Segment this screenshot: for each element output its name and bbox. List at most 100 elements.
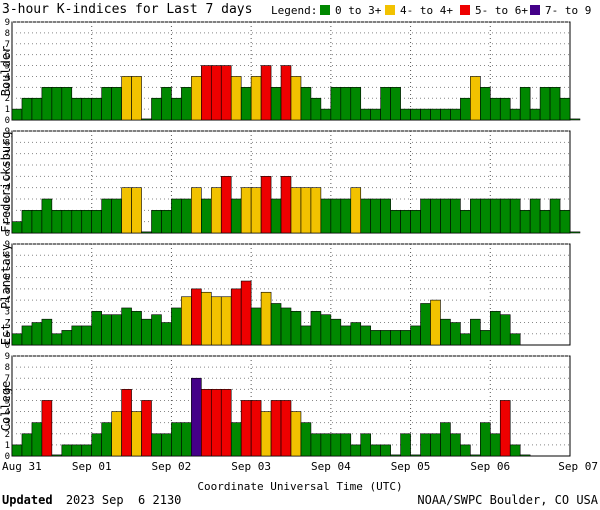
kp-bar	[410, 210, 421, 234]
kp-bar	[270, 400, 282, 457]
x-tick-label: Sep 01	[72, 460, 112, 473]
kp-bar	[529, 198, 541, 234]
kp-bar	[420, 433, 431, 457]
kp-bar	[499, 400, 511, 457]
kp-bar	[250, 76, 262, 121]
kp-bar	[310, 433, 322, 457]
legend-entry-active: 4- to 4+	[400, 4, 453, 17]
kp-bar	[41, 198, 53, 234]
kp-bar	[460, 333, 471, 346]
kp-bar	[440, 422, 451, 457]
kp-bar	[21, 97, 33, 121]
kp-bar	[460, 444, 471, 457]
legend-swatch-storm	[460, 5, 470, 15]
kp-bar	[529, 108, 541, 121]
legend-swatch-severe	[530, 5, 540, 15]
kp-bar	[280, 65, 292, 121]
kp-bar	[191, 187, 202, 234]
kp-bar	[489, 311, 501, 346]
kp-bar	[121, 187, 132, 234]
kp-bar	[280, 307, 292, 346]
kp-bar	[390, 87, 401, 121]
kp-bar	[61, 210, 73, 234]
y-tick-label: 9	[5, 240, 10, 250]
panel-label: College	[0, 381, 13, 432]
y-tick-label: 0	[5, 341, 10, 351]
kp-bar	[230, 422, 242, 457]
kp-bar	[390, 454, 401, 457]
kp-bar	[31, 97, 43, 121]
kp-bar	[51, 333, 63, 346]
kp-bar	[131, 311, 142, 346]
kp-bar	[470, 454, 481, 457]
panel-label: Fredericksburg	[0, 131, 13, 232]
kp-bar	[290, 311, 302, 346]
kp-bar	[11, 444, 23, 457]
kp-bar	[549, 87, 561, 121]
kp-bar	[131, 76, 142, 121]
kp-bar	[21, 433, 33, 457]
kp-bar	[41, 318, 53, 346]
y-tick-label: 6	[5, 385, 10, 395]
kp-bar	[21, 210, 33, 234]
kp-bar	[161, 433, 172, 457]
kp-bar	[360, 198, 372, 234]
y-tick-label: 7	[5, 150, 10, 160]
x-tick-label: Sep 02	[152, 460, 192, 473]
y-tick-label: 1	[5, 218, 10, 228]
kp-bar	[370, 198, 381, 234]
kp-bar	[360, 433, 372, 457]
kp-bar	[450, 322, 461, 346]
y-tick-label: 7	[5, 374, 10, 384]
kp-bar	[151, 314, 162, 346]
kp-bar	[480, 198, 491, 234]
kp-bar	[151, 210, 162, 234]
kp-bar	[400, 108, 411, 121]
kp-bar	[440, 318, 451, 346]
kp-bar	[250, 400, 262, 457]
kp-bar	[260, 65, 272, 121]
kp-bar	[310, 97, 322, 121]
kp-bar	[519, 210, 531, 234]
kp-bar	[101, 422, 112, 457]
kp-bar	[330, 318, 342, 346]
y-tick-label: 5	[5, 62, 10, 72]
kp-bar	[201, 198, 212, 234]
kp-bar	[201, 389, 212, 457]
kp-bar	[360, 108, 372, 121]
kp-bar	[111, 198, 122, 234]
kp-bar	[300, 87, 312, 121]
kp-bar	[141, 400, 152, 457]
y-tick-label: 9	[5, 352, 10, 362]
kp-bar	[489, 97, 501, 121]
kp-bar	[340, 325, 352, 346]
kp-bar	[380, 444, 391, 457]
y-tick-label: 2	[5, 319, 10, 329]
kp-bar	[340, 433, 352, 457]
kp-bar	[41, 87, 53, 121]
kp-bar	[350, 187, 362, 234]
kp-bar	[420, 303, 431, 346]
y-tick-label: 0	[5, 116, 10, 126]
kp-bar	[171, 198, 182, 234]
kp-bar	[559, 210, 571, 234]
y-tick-label: 4	[5, 408, 10, 418]
kp-bar	[191, 377, 202, 457]
kp-bar	[141, 118, 152, 121]
kp-bar	[569, 231, 581, 234]
y-tick-label: 1	[5, 105, 10, 115]
kp-bar	[210, 389, 222, 457]
kp-bar	[280, 176, 292, 234]
x-tick-label: Sep 03	[231, 460, 271, 473]
kp-bar	[111, 87, 122, 121]
legend-entry-quiet: 0 to 3+	[335, 4, 382, 17]
kp-bar	[410, 108, 421, 121]
y-tick-label: 5	[5, 172, 10, 182]
kp-bar	[210, 65, 222, 121]
kp-bar	[300, 422, 312, 457]
kp-bar	[141, 318, 152, 346]
kp-bar	[31, 322, 43, 346]
kp-bar	[161, 210, 172, 234]
kp-bar	[320, 314, 332, 346]
